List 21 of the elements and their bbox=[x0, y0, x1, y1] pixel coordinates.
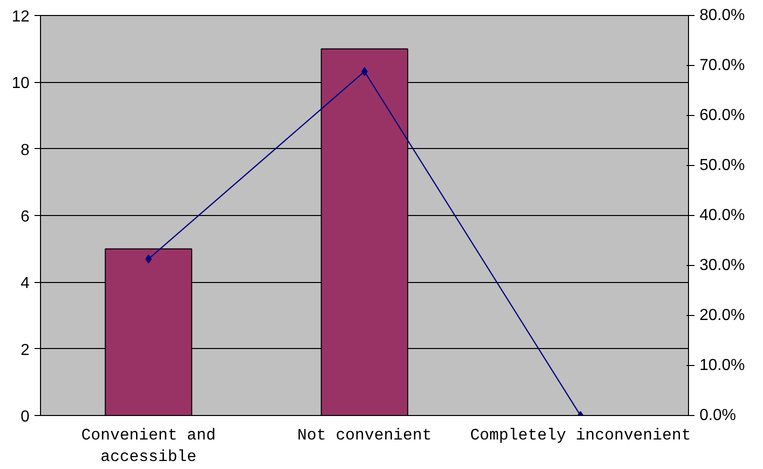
y2-tick-label: 40.0% bbox=[700, 207, 745, 224]
y2-tick-label: 20.0% bbox=[700, 307, 745, 324]
y-tick-label: 8 bbox=[20, 142, 30, 159]
x-tick-label: Completely inconvenient bbox=[470, 426, 691, 444]
y2-tick-label: 10.0% bbox=[700, 357, 745, 374]
y-tick-label: 12 bbox=[12, 8, 30, 26]
y-tick-label: 6 bbox=[20, 208, 30, 226]
y-tick-label: 10 bbox=[12, 75, 30, 92]
y2-tick-label: 30.0% bbox=[700, 257, 745, 274]
y-tick-label: 2 bbox=[20, 342, 30, 359]
y2-tick-label: 50.0% bbox=[700, 157, 745, 174]
point bbox=[361, 67, 368, 76]
x-tick-label: Convenient and accessible bbox=[81, 426, 216, 466]
y-tick-label: 0 bbox=[20, 408, 30, 426]
y2-tick-label: 0.0% bbox=[700, 407, 736, 424]
y2-tick-label: 60.0% bbox=[700, 107, 745, 124]
y2-tick-label: 70.0% bbox=[700, 57, 745, 74]
point bbox=[145, 254, 152, 264]
y2-tick-label: 80.0% bbox=[700, 7, 745, 24]
x-tick-label: Not convenient bbox=[297, 426, 432, 444]
y-tick-label: 4 bbox=[20, 275, 30, 292]
